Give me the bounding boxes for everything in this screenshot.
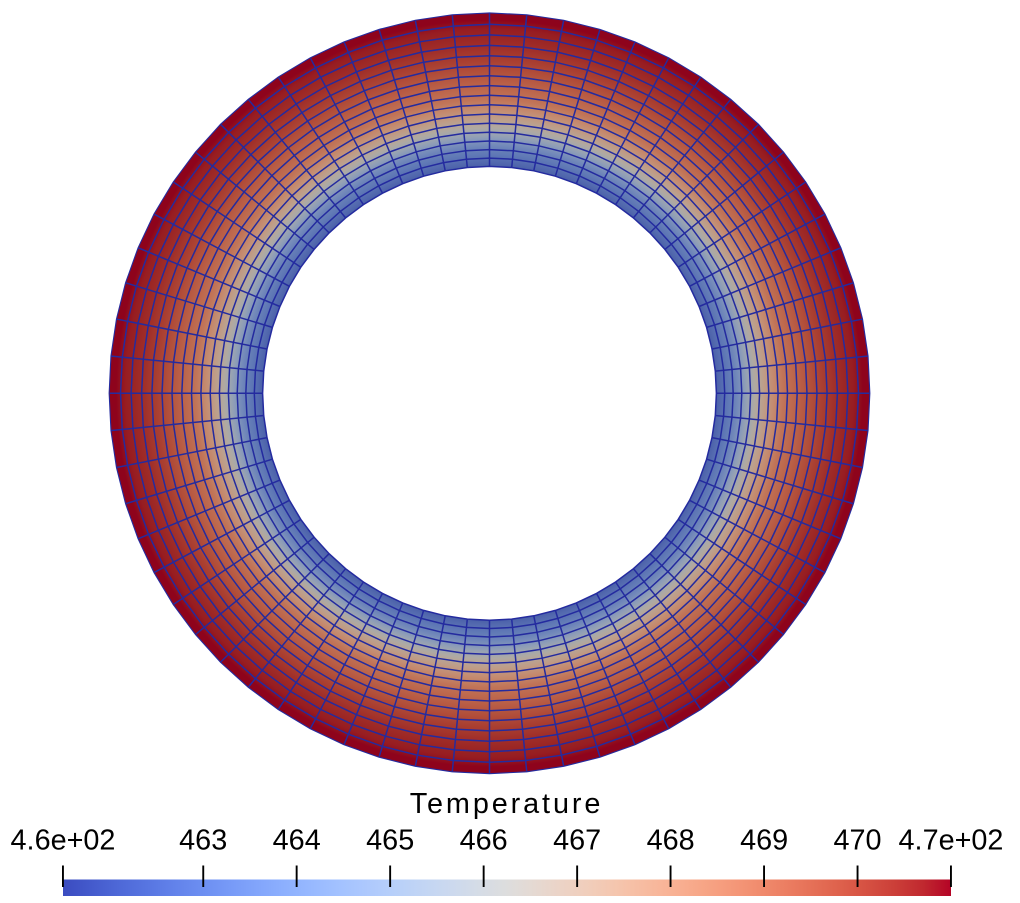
svg-text:469: 469	[740, 825, 788, 857]
svg-text:467: 467	[553, 825, 601, 857]
svg-text:465: 465	[366, 825, 414, 857]
svg-text:464: 464	[273, 825, 321, 857]
svg-text:466: 466	[460, 825, 508, 857]
svg-text:4.6e+02: 4.6e+02	[11, 825, 116, 857]
svg-text:4.7e+02: 4.7e+02	[899, 825, 1004, 857]
svg-text:468: 468	[647, 825, 695, 857]
svg-text:470: 470	[833, 825, 881, 857]
svg-text:Temperature: Temperature	[410, 788, 604, 820]
svg-text:463: 463	[179, 825, 227, 857]
